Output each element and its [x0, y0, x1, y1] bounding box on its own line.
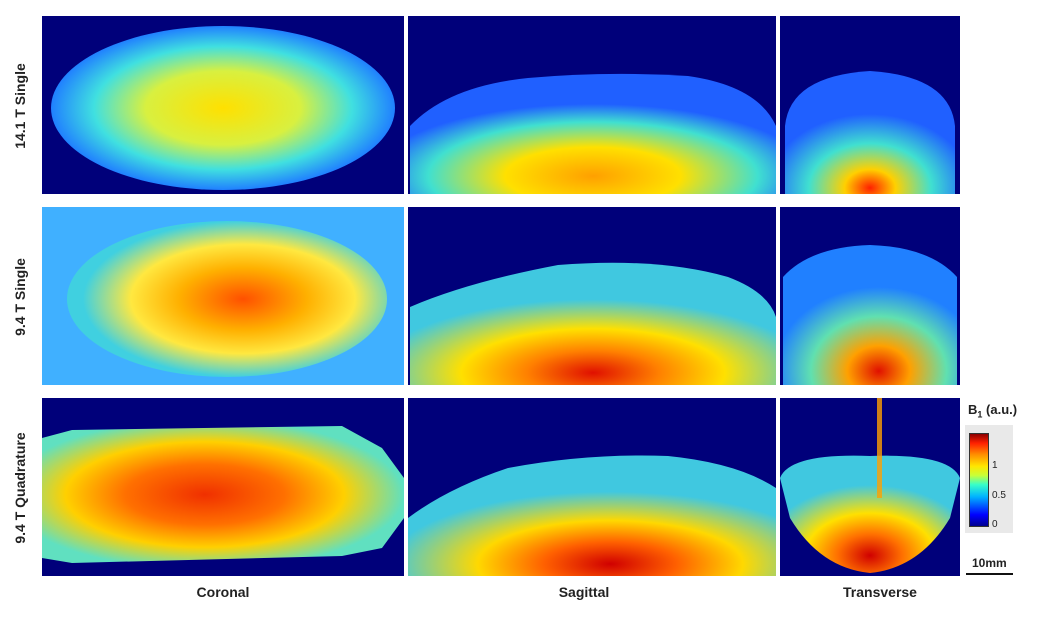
colorbar-title: B1 (a.u.) [968, 402, 1018, 420]
col-label-sagittal: Sagittal [558, 584, 610, 600]
map-94t-single-coronal [42, 207, 404, 385]
colorbar-tick-0: 0 [992, 519, 998, 530]
row-label-94t-quadrature: 9.4 T Quadrature [12, 432, 28, 544]
map-94t-quadrature-coronal [42, 398, 404, 576]
map-94t-quadrature-transverse [780, 398, 960, 576]
map-14t-transverse [780, 16, 960, 194]
colorbar [969, 433, 989, 527]
row-label-14t-single: 14.1 T Single [12, 63, 28, 149]
map-94t-single-sagittal [408, 207, 776, 385]
map-14t-coronal [42, 16, 404, 194]
scale-bar [966, 573, 1013, 575]
map-14t-sagittal [408, 16, 776, 194]
row-label-94t-single: 9.4 T Single [12, 258, 28, 336]
map-94t-single-transverse [780, 207, 960, 385]
colorbar-tick-1: 1 [992, 460, 998, 471]
colorbar-tick-0-5: 0.5 [992, 490, 1006, 501]
col-label-coronal: Coronal [196, 584, 250, 600]
scale-bar-label: 10mm [972, 556, 1007, 570]
col-label-transverse: Transverse [843, 584, 917, 600]
map-94t-quadrature-sagittal [408, 398, 776, 576]
